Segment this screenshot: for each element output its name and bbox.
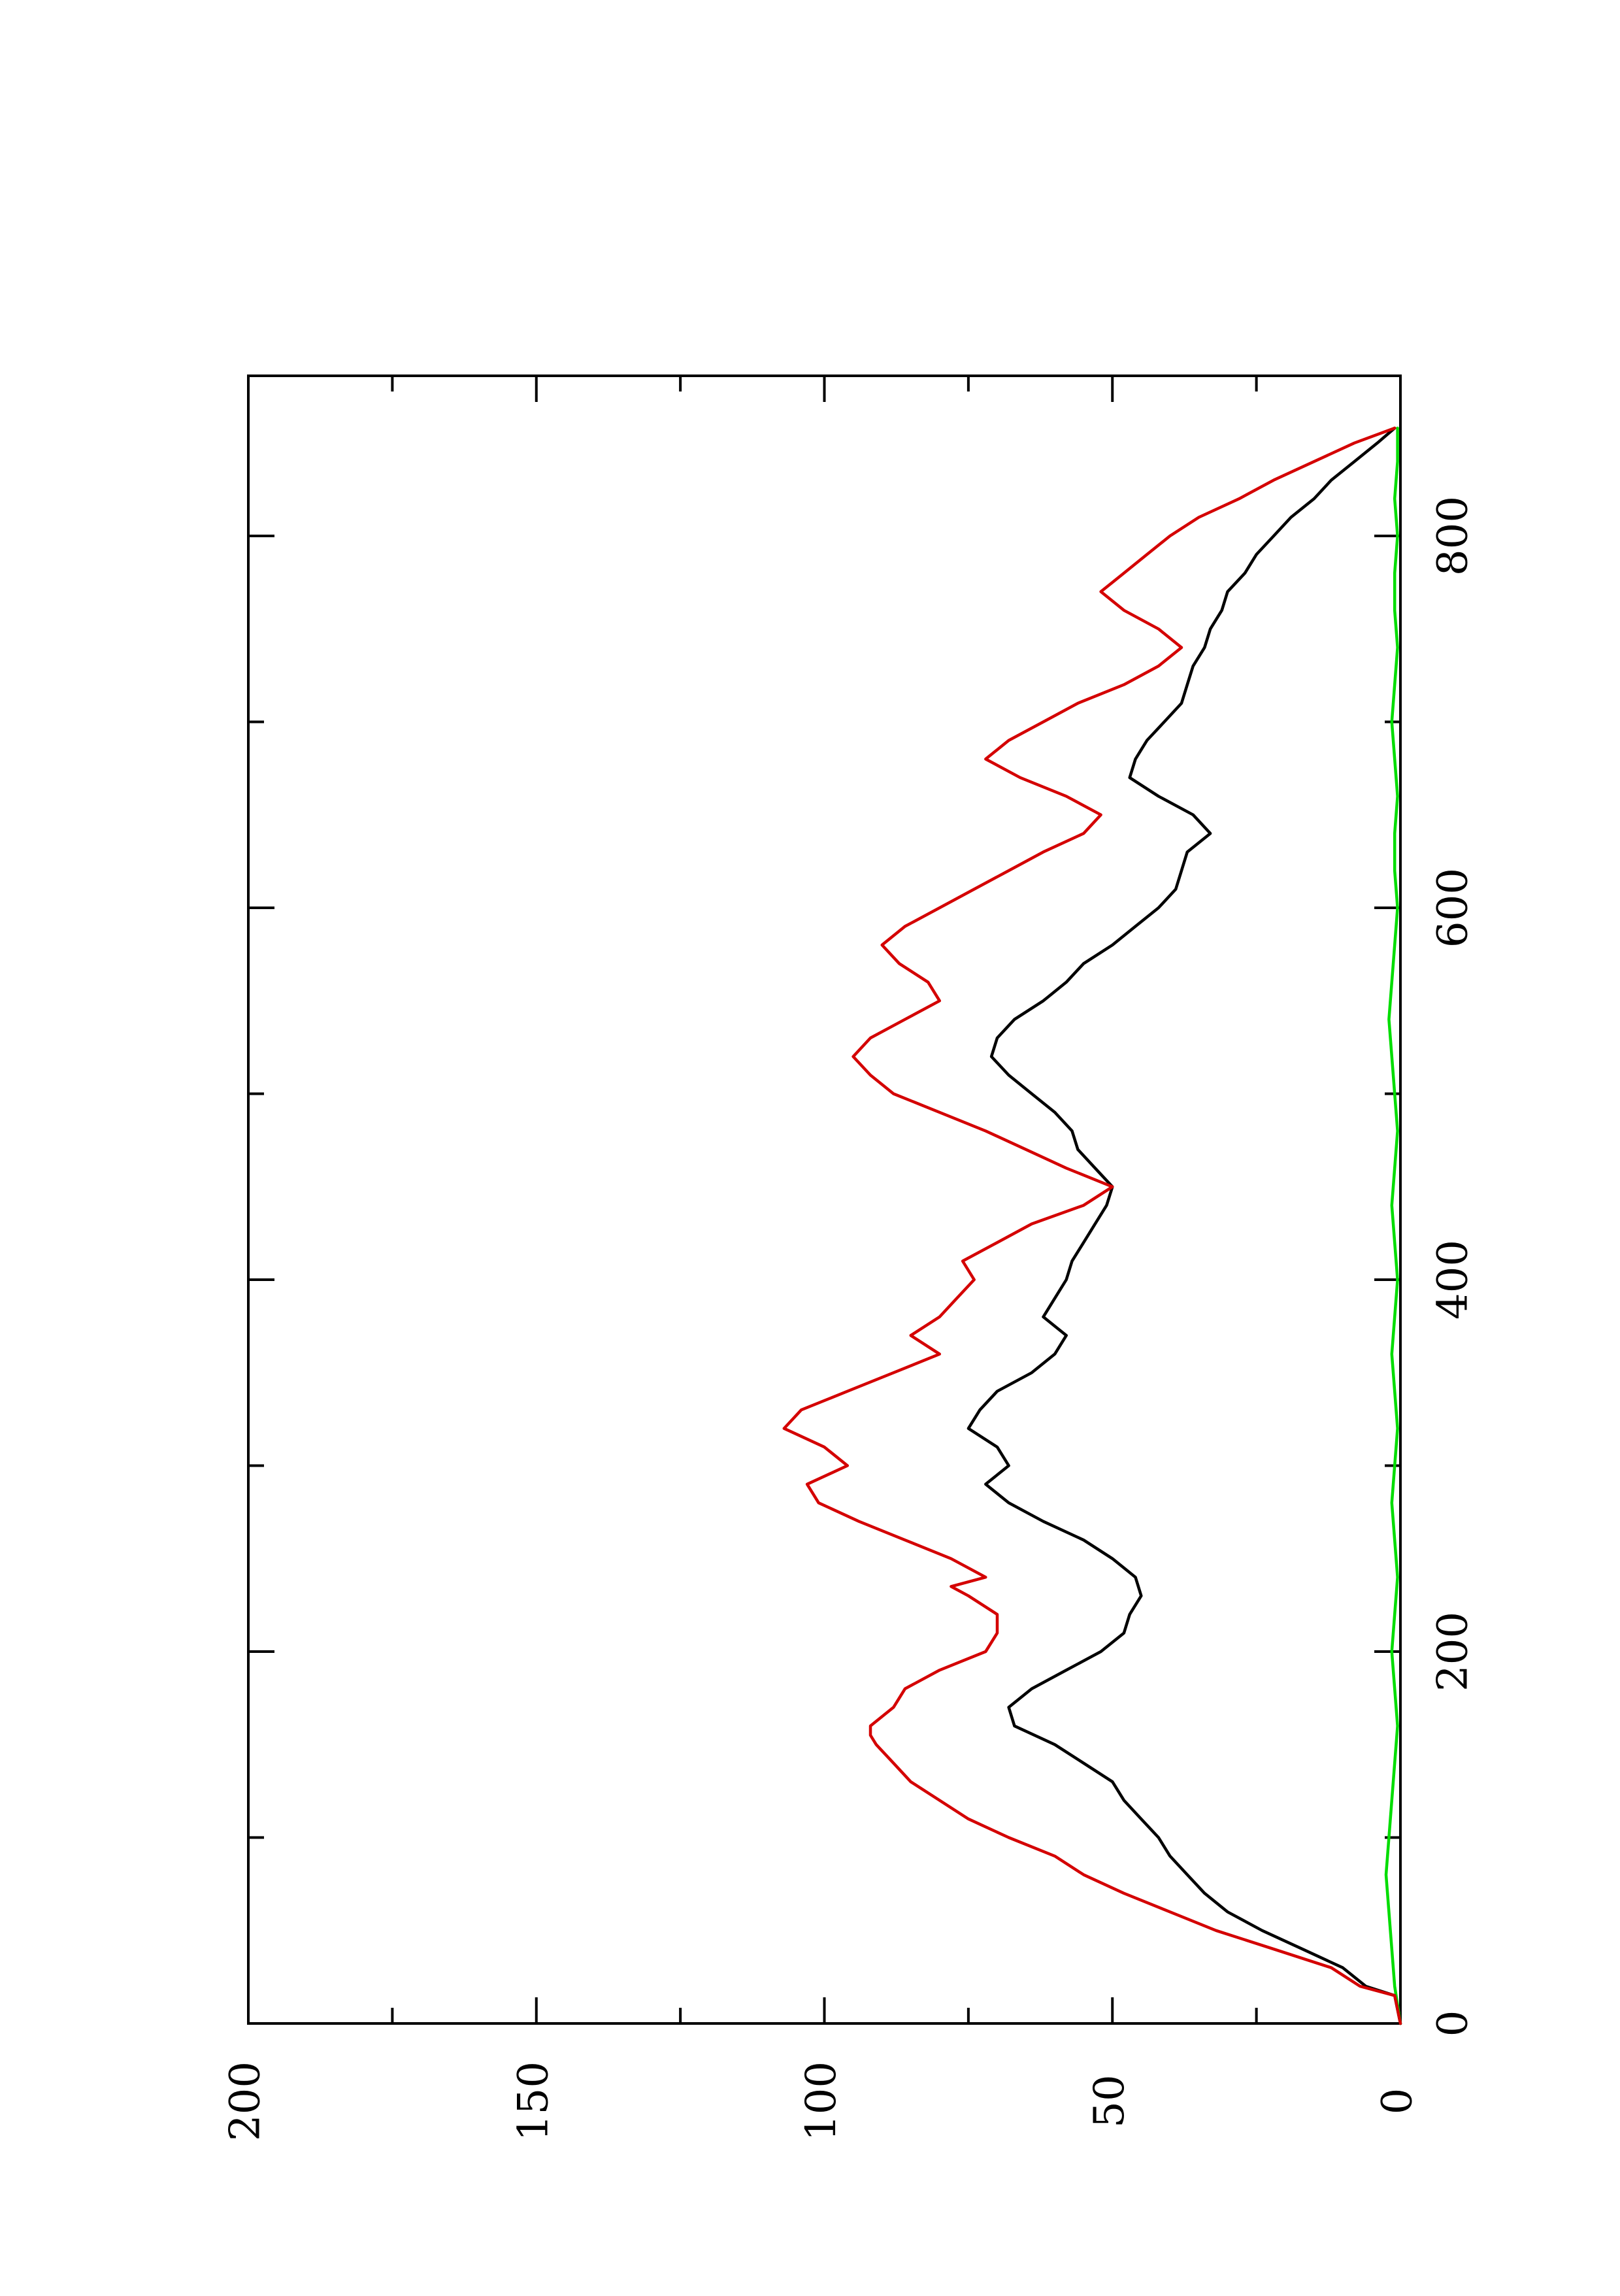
y-tick-label-100: 100 [797,2061,846,2141]
x-tick-label-800: 800 [1429,496,1478,576]
series-line-0 [782,426,1402,2025]
y-tick-label-200: 200 [222,2061,270,2141]
plot-layer: 0 200 400 600 800 0 50 100 150 200 [222,374,1478,2141]
y-tick-label-150: 150 [509,2061,557,2141]
y-tick-label-50: 50 [1085,2074,1134,2127]
plot-frame [247,374,1402,2025]
x-tick-label-200: 200 [1429,1612,1478,1691]
x-tick-label-600: 600 [1429,868,1478,948]
y-tick-label-0: 0 [1374,2088,1422,2115]
series-line-2 [1384,426,1402,2025]
x-tick-label-0: 0 [1429,2010,1478,2037]
x-tick-label-400: 400 [1429,1240,1478,1320]
series-line-1 [967,426,1402,2025]
